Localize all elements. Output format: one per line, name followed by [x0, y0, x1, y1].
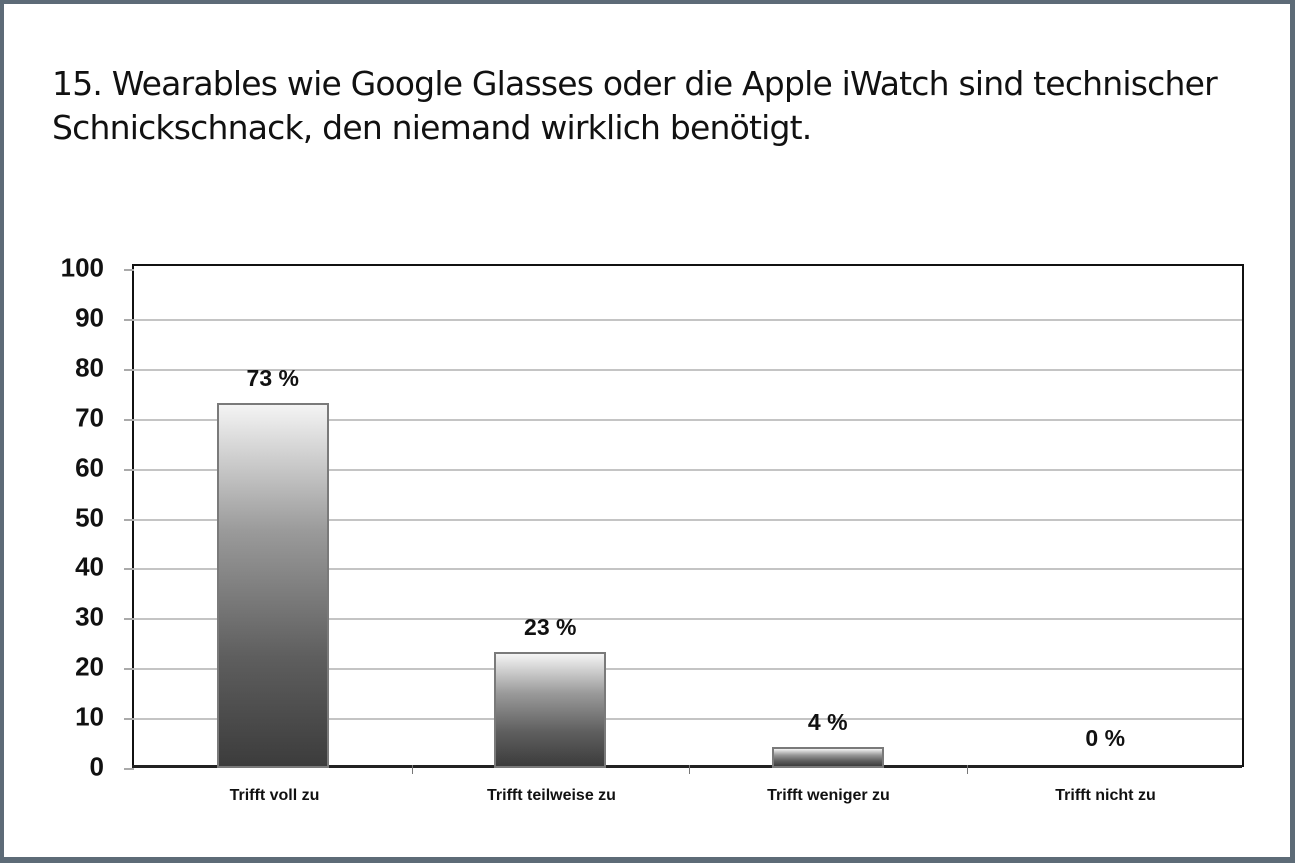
y-tick-label: 90: [75, 302, 104, 333]
bar: [771, 747, 884, 768]
x-axis-line: [132, 765, 1242, 768]
y-tick: [124, 418, 134, 421]
chart-title: 15. Wearables wie Google Glasses oder di…: [52, 62, 1252, 150]
x-tick: [411, 765, 413, 774]
y-tick: [124, 618, 134, 621]
gridline: [134, 618, 1242, 621]
data-label: 73 %: [246, 364, 299, 391]
gridline: [134, 568, 1242, 571]
category-label: Trifft nicht zu: [1055, 787, 1156, 804]
y-tick-label: 0: [89, 751, 104, 782]
y-tick-label: 80: [75, 352, 104, 383]
gridline: [134, 368, 1242, 371]
plot-area: [124, 264, 1244, 770]
y-tick-label: 10: [75, 701, 104, 732]
y-tick: [124, 718, 134, 721]
y-tick: [124, 269, 134, 271]
x-tick: [689, 765, 690, 774]
y-tick-label: 60: [75, 452, 104, 483]
y-tick-label: 50: [75, 502, 104, 532]
y-tick: [124, 768, 134, 770]
y-tick: [124, 318, 134, 321]
gridline: [134, 518, 1242, 521]
y-tick-label: 20: [75, 651, 104, 682]
y-tick: [124, 568, 134, 571]
gridline: [134, 718, 1242, 721]
y-tick-label: 100: [60, 252, 104, 283]
category-label: Trifft voll zu: [229, 787, 320, 804]
category-label: Trifft teilweise zu: [487, 787, 616, 804]
gridline: [134, 668, 1242, 671]
y-tick: [124, 368, 134, 371]
category-label: Trifft weniger zu: [767, 787, 890, 804]
y-tick: [124, 518, 134, 521]
bar: [494, 652, 607, 768]
gridline: [134, 318, 1242, 321]
y-tick: [124, 668, 134, 671]
data-label: 23 %: [524, 614, 577, 641]
gridline: [134, 468, 1242, 471]
y-tick-label: 40: [75, 551, 104, 582]
data-label: 0 %: [1085, 725, 1126, 751]
bar: [216, 402, 329, 768]
y-tick-label: 70: [75, 402, 104, 433]
x-tick: [966, 765, 968, 774]
y-tick-label: 30: [75, 601, 104, 632]
title-line-2: Schnickschnack, den niemand wirklich ben…: [52, 108, 812, 147]
title-line-1: 15. Wearables wie Google Glasses oder di…: [52, 64, 1218, 103]
gridline: [134, 418, 1242, 421]
y-tick: [124, 468, 134, 471]
data-label: 4 %: [807, 709, 848, 736]
